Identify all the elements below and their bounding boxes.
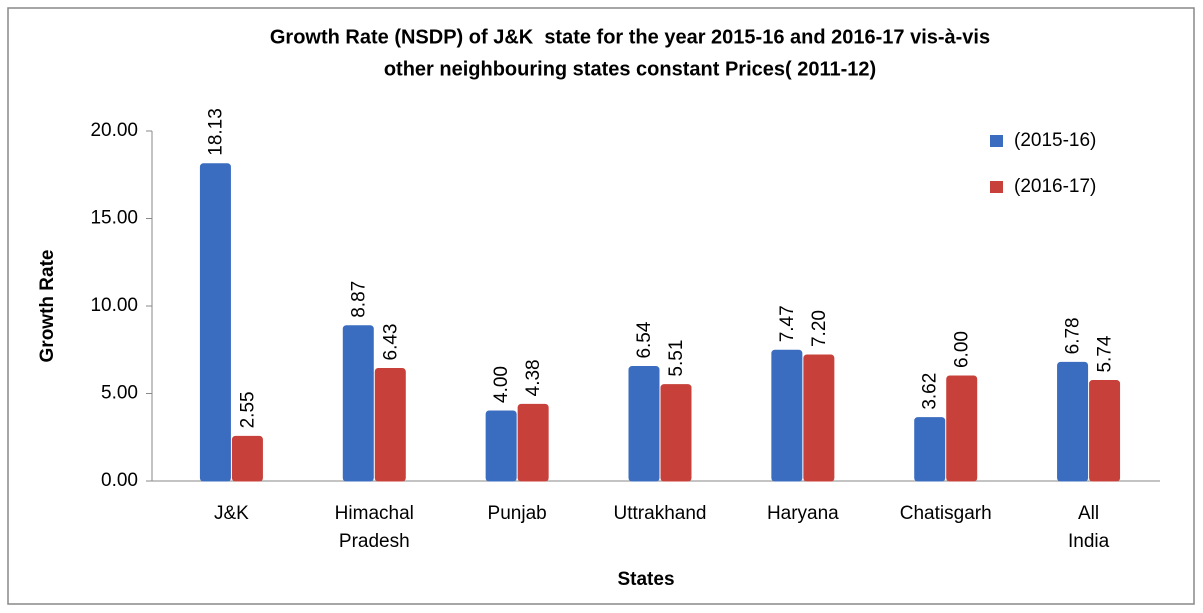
bar: [231, 435, 263, 482]
chart-title: Growth Rate (NSDP) of J&K state for the …: [270, 26, 990, 48]
value-label: 6.00: [952, 331, 973, 368]
x-tick-label: Punjab: [488, 503, 547, 524]
bar: [1057, 361, 1089, 482]
bar: [946, 375, 978, 482]
bar: [628, 366, 660, 482]
legend-swatch: [990, 135, 1003, 147]
y-tick-label: 15.00: [90, 208, 138, 229]
bar: [374, 367, 406, 482]
value-label: 6.78: [1063, 317, 1084, 354]
y-tick-label: 20.00: [90, 120, 138, 141]
legend-label: (2016-17): [1014, 176, 1096, 197]
value-label: 8.87: [348, 281, 369, 318]
y-tick-label: 5.00: [101, 383, 138, 404]
value-label: 5.74: [1095, 335, 1116, 372]
bar: [771, 349, 803, 482]
value-label: 7.20: [809, 310, 830, 347]
bar: [199, 163, 231, 482]
x-tick-label: J&K: [214, 503, 249, 524]
bar: [660, 384, 692, 482]
value-label: 2.55: [237, 391, 258, 428]
y-tick-label: 10.00: [90, 295, 138, 316]
value-label: 18.13: [205, 108, 226, 156]
x-tick-label: Haryana: [767, 503, 839, 524]
y-tick-label: 0.00: [101, 470, 138, 491]
value-label: 4.00: [491, 366, 512, 403]
chart-title: other neighbouring states constant Price…: [384, 58, 876, 80]
x-tick-label: Uttrakhand: [614, 503, 707, 524]
legend-label: (2015-16): [1014, 130, 1096, 151]
legend-swatch: [990, 181, 1003, 193]
y-axis-title: Growth Rate: [37, 250, 58, 363]
x-tick-label: All India: [1068, 503, 1110, 552]
x-axis-title: States: [617, 569, 674, 590]
bar: [485, 410, 517, 482]
bar: [517, 403, 549, 482]
value-label: 7.47: [777, 305, 798, 342]
value-label: 6.54: [634, 321, 655, 358]
bar: [914, 417, 946, 482]
x-tick-label: Himachal Pradesh: [335, 503, 414, 552]
bar: [803, 354, 835, 482]
value-label: 4.38: [523, 359, 544, 396]
value-label: 3.62: [920, 373, 941, 410]
bar: [1089, 380, 1121, 482]
bar: [342, 325, 374, 482]
x-tick-label: Chatisgarh: [900, 503, 992, 524]
value-label: 6.43: [380, 323, 401, 360]
chart-frame: [7, 7, 1195, 605]
value-label: 5.51: [666, 340, 687, 377]
